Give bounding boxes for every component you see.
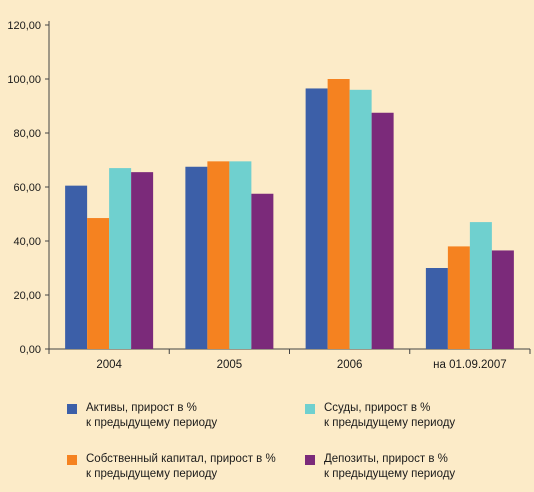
legend-label-loans: Ссуды, прирост в % к предыдущему периоду <box>324 402 456 429</box>
legend-swatch-equity <box>67 455 77 465</box>
bar <box>425 268 448 349</box>
bar <box>327 79 350 349</box>
legend-swatch-deposits <box>305 455 315 465</box>
x-category-label: 2006 <box>337 359 363 371</box>
legend-swatch-assets <box>67 404 77 414</box>
legend-item-assets: Активы, прирост в % к предыдущему периоду <box>67 401 217 431</box>
y-tick-label: 100,00 <box>7 74 41 86</box>
bar <box>349 89 372 350</box>
bar <box>87 218 110 349</box>
bar <box>469 222 492 349</box>
y-tick-label: 0,00 <box>20 344 41 356</box>
bar <box>447 246 470 349</box>
bar <box>207 161 230 349</box>
x-category-label: 2005 <box>217 359 243 371</box>
bar <box>65 185 88 349</box>
bar <box>131 172 154 349</box>
legend-item-deposits: Депозиты, прирост в % к предыдущему перио… <box>305 452 455 482</box>
legend-label-equity: Собственный капитал, прирост в % к предыд… <box>86 453 276 480</box>
bar <box>371 112 394 349</box>
bar <box>185 166 208 349</box>
bar-chart: 0,00 20,00 40,00 60,00 80,00 100,00 120,00 2004… <box>7 20 531 371</box>
bar <box>109 168 132 349</box>
x-category-label: 2004 <box>96 359 122 371</box>
legend-label-assets: Активы, прирост в % к предыдущему периоду <box>86 402 218 429</box>
bar <box>491 250 514 349</box>
bar <box>305 88 328 349</box>
legend-item-equity: Собственный капитал, прирост в % к предыд… <box>67 452 276 482</box>
legend-swatch-loans <box>305 404 315 414</box>
y-tick-label: 40,00 <box>13 236 41 248</box>
bar <box>229 161 252 349</box>
bar <box>251 193 274 349</box>
legend-label-deposits: Депозиты, прирост в % к предыдущему перио… <box>324 453 456 480</box>
x-category-label: на 01.09.2007 <box>433 359 507 371</box>
y-tick-label: 60,00 <box>13 182 41 194</box>
y-tick-label: 80,00 <box>13 128 41 140</box>
y-tick-label: 120,00 <box>7 20 41 32</box>
y-tick-label: 20,00 <box>13 290 41 302</box>
legend-item-loans: Ссуды, прирост в % к предыдущему периоду <box>305 401 455 431</box>
